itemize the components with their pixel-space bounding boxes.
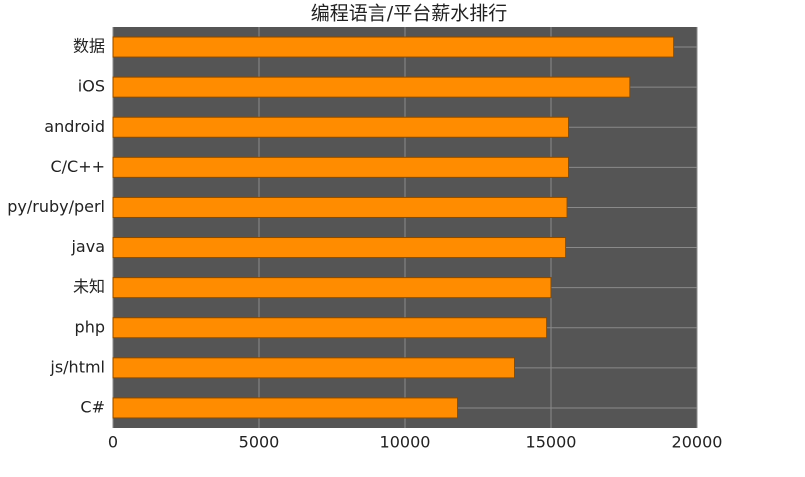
x-tick-label: 20000 [672, 433, 723, 452]
bar [112, 76, 631, 98]
bar [112, 36, 675, 58]
y-tick-label: C# [80, 397, 105, 416]
bar [112, 237, 567, 259]
x-tick-label: 15000 [526, 433, 577, 452]
bar [112, 277, 552, 299]
bar [112, 116, 570, 138]
y-tick-label: iOS [78, 77, 105, 96]
y-tick-label: 数据 [73, 37, 105, 56]
bar [112, 397, 459, 419]
bar [112, 196, 568, 218]
x-tick-label: 0 [108, 433, 118, 452]
y-tick-label: 未知 [73, 277, 105, 296]
chart-title: 编程语言/平台薪水排行 [311, 3, 507, 25]
y-tick-label: js/html [49, 357, 105, 376]
bar [112, 357, 515, 379]
x-tick-label: 10000 [380, 433, 431, 452]
y-tick-label: java [70, 237, 105, 256]
bar [112, 317, 548, 339]
y-tick-label: py/ruby/perl [7, 197, 105, 216]
y-tick-label: android [44, 117, 105, 136]
y-tick-label: php [75, 317, 105, 336]
y-tick-label: C/C++ [50, 157, 105, 176]
bar [112, 156, 570, 178]
x-tick-label: 5000 [239, 433, 280, 452]
